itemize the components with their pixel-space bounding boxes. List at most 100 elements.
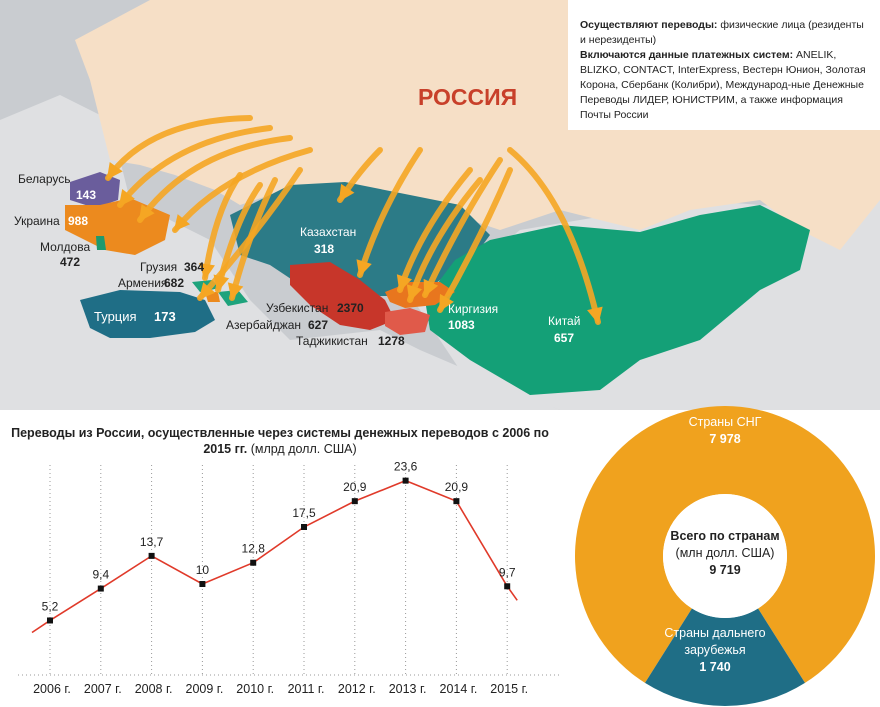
x-tick-label: 2007 г.: [84, 682, 122, 696]
label-uzbekistan-name: Узбекистан: [266, 301, 329, 315]
data-point: [97, 585, 104, 592]
label-moldova-value: 472: [60, 255, 81, 269]
transfer-arrow: [172, 147, 313, 233]
x-tick-label: 2012 г.: [338, 682, 376, 696]
transfer-arrow: [117, 125, 273, 208]
transfer-arrow-head: [227, 282, 244, 300]
label-armenia-value: 682: [164, 276, 185, 290]
transfer-arrow-head: [138, 203, 155, 222]
label-turkey-value: 173: [154, 309, 176, 324]
label-tajikistan-name: Таджикистан: [296, 334, 368, 348]
transfer-arrow-head: [356, 259, 372, 277]
chart-title-unit: (млрд долл. США): [247, 442, 357, 456]
label-azerbaijan-value: 627: [308, 318, 329, 332]
x-tick-label: 2011 г.: [288, 682, 325, 696]
label-kyrgyzstan-value: 1083: [448, 318, 475, 332]
transfer-arrow: [202, 172, 243, 281]
label-china-value: 657: [554, 331, 575, 345]
label-uzbekistan-value: 2370: [337, 301, 364, 315]
donut-slice-cis: [575, 406, 875, 683]
data-label: 17,5: [292, 506, 316, 520]
transfer-arrow-head: [118, 189, 135, 207]
data-point: [301, 524, 307, 530]
data-label: 20,9: [343, 480, 367, 494]
donut-far-value: 1 740: [699, 660, 731, 674]
line-chart: 5,2 2006 г. 9,4 2007 г. 13,7 2008 г. 10 2009 г.…: [18, 460, 560, 696]
data-point: [148, 552, 155, 559]
moldova-area: [96, 236, 106, 250]
data-point: [351, 498, 358, 505]
x-tick-label: 2015 г.: [490, 682, 528, 696]
tajikistan-area: [385, 308, 430, 335]
label-moldova-name: Молдова: [40, 240, 91, 254]
transfer-arrow: [437, 167, 513, 313]
donut-slice-far-abroad: [645, 608, 805, 706]
transfer-arrow-head: [198, 282, 216, 300]
label-belarus-name: Беларусь: [18, 172, 71, 186]
x-tick-label: 2010 г.: [236, 682, 274, 696]
donut-total-unit: (млн долл. США): [675, 546, 775, 560]
chart-title: Переводы из России, осуществленные через…: [0, 425, 560, 457]
info-transfer-label: Осуществляют переводы:: [580, 19, 718, 31]
donut-chart: [575, 406, 875, 706]
x-tick-label: 2013 г.: [389, 682, 427, 696]
transfer-arrow: [507, 147, 601, 325]
label-kyrgyzstan-name: Киргизия: [448, 302, 499, 316]
data-point: [199, 581, 206, 587]
x-tick-label: 2008 г.: [135, 682, 173, 696]
data-label: 9,4: [92, 568, 109, 582]
transfer-arrow: [197, 167, 303, 301]
transfer-arrow: [137, 135, 293, 223]
turkey-area: [80, 290, 215, 338]
data-label: 9,7: [499, 565, 516, 579]
x-tick-label: 2006 г.: [33, 682, 71, 696]
donut-cis-name: Страны СНГ: [688, 415, 762, 429]
transfer-arrow-head: [338, 183, 355, 202]
label-georgia-name: Грузия: [140, 260, 178, 274]
label-georgia-value: 364: [184, 260, 205, 274]
transfer-arrow-head: [587, 306, 603, 324]
label-azerbaijan-name: Азербайджан: [226, 318, 302, 332]
info-transfer-text: физические лица (резиденты и нерезиденты…: [580, 19, 864, 46]
label-ukraine-value: 988: [68, 214, 89, 228]
transfer-arrow-head: [173, 214, 191, 232]
transfer-arrow: [422, 157, 503, 298]
china-area: [425, 205, 810, 395]
data-point: [402, 477, 409, 484]
label-armenia-name: Армения: [118, 276, 168, 290]
transfer-arrows: [105, 115, 603, 325]
transfer-arrow-head: [439, 293, 454, 312]
transfer-arrow-head: [423, 278, 439, 297]
chart-title-main: Переводы из России, осуществленные через…: [11, 426, 549, 456]
data-label: 10: [196, 563, 210, 577]
data-point: [504, 583, 511, 590]
label-turkey-name: Турция: [94, 309, 137, 324]
transfer-arrow-head: [199, 262, 215, 280]
info-systems-label: Включаются данные платежных систем:: [580, 49, 794, 61]
data-label: 12,8: [242, 542, 266, 556]
x-tick-label: 2009 г.: [186, 682, 224, 696]
series-line: [31, 479, 518, 634]
data-point: [47, 617, 53, 624]
transfer-arrow: [357, 147, 423, 278]
transfer-arrow-head: [396, 274, 413, 292]
uzbekistan-area: [290, 262, 395, 330]
data-point: [453, 498, 460, 505]
label-ukraine-name: Украина: [14, 214, 60, 228]
donut-far-name: Страны дальнего зарубежья: [664, 626, 766, 657]
data-label: 5,2: [42, 599, 59, 613]
info-box: Осуществляют переводы: физические лица (…: [568, 0, 880, 130]
transfer-arrow-head: [106, 161, 123, 180]
label-tajikistan-value: 1278: [378, 334, 405, 348]
label-kazakhstan-name: Казахстан: [300, 225, 357, 239]
transfer-arrow: [397, 167, 473, 293]
russia-label: РОССИЯ: [418, 84, 518, 110]
label-belarus-value: 143: [76, 188, 97, 202]
data-label: 20,9: [445, 480, 469, 494]
x-tick-label: 2014 г.: [440, 682, 478, 696]
transfer-arrow: [105, 115, 253, 181]
belarus-area: [70, 172, 120, 208]
donut-cis-value: 7 978: [709, 432, 741, 446]
data-point: [250, 559, 257, 566]
donut-total-value: 9 719: [709, 563, 741, 577]
